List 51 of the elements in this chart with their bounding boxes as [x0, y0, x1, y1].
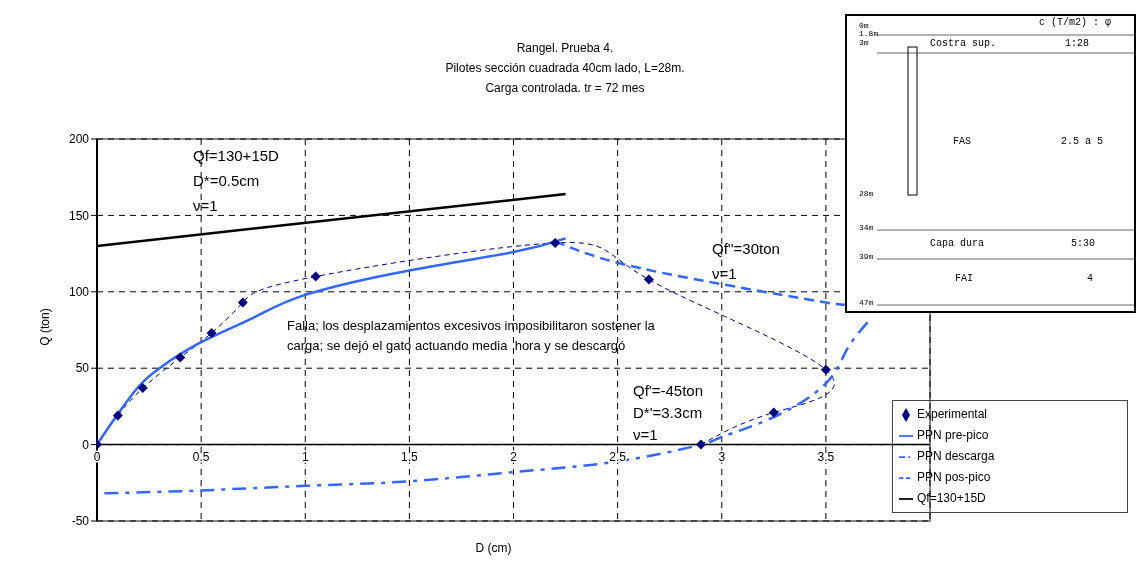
chart-title: Rangel. Prueba 4. Pilotes sección cuadrada 40cm lado, L=28m. Carga controlada. tr = 72 mes — [444, 40, 686, 97]
point — [643, 274, 654, 285]
annotation: 34m — [859, 223, 874, 232]
x-tick-label: 2.5 — [609, 449, 627, 464]
text: FAS — [953, 136, 972, 147]
text: FAI — [955, 273, 974, 284]
point — [112, 410, 123, 421]
text: 3m — [859, 38, 869, 47]
legend-label: Qf=130+15D — [917, 491, 986, 505]
y-axis-title: Q (ton) — [38, 307, 52, 348]
y-tick-label: -50 — [71, 514, 90, 529]
x-tick-label: 3 — [718, 449, 726, 464]
x-tick-label: 1 — [301, 449, 309, 464]
point — [820, 364, 831, 375]
annotation: 28m — [859, 189, 874, 198]
y-tick-label: 150 — [68, 208, 90, 223]
legend-label: PPN pos-pico — [917, 470, 991, 484]
text: c (T/m2) : φ — [1039, 17, 1112, 28]
annotation: Falla; los desplazamientos excesivos imposibilitaron sostener la carga; se dejó el gato actuando media hora y se descargó — [287, 317, 655, 355]
y-tick-label: 0 — [82, 437, 90, 452]
x-tick-label: 1.5 — [401, 449, 419, 464]
legend-label: PPN pre-pico — [917, 428, 989, 442]
x-tick-label: 0.5 — [192, 449, 210, 464]
point — [768, 407, 779, 418]
y-tick-label: 200 — [68, 132, 90, 147]
annotation: Capa dura — [930, 238, 985, 249]
annotation: 47m — [859, 298, 874, 307]
point — [137, 383, 148, 394]
point — [237, 297, 248, 308]
text: 5:30 — [1071, 238, 1096, 249]
text: 1.8m — [859, 29, 879, 38]
text: 1:28 — [1065, 38, 1090, 49]
text: 4 — [1087, 273, 1094, 284]
point — [206, 328, 217, 339]
legend-label: PPN descarga — [917, 449, 995, 463]
point — [695, 439, 706, 450]
annotation: Qf=130+15D D*=0.5cm ν=1 — [193, 146, 279, 216]
text: 2.5 a 5 — [1061, 136, 1104, 147]
text: Costra sup. — [930, 38, 997, 49]
annotation: Qf''=30ton ν=1 — [712, 239, 780, 284]
x-tick-label: 3.5 — [817, 449, 835, 464]
y-tick-label: 50 — [75, 361, 90, 376]
y-tick-label: 100 — [68, 285, 90, 300]
text: 0m — [859, 21, 869, 30]
x-axis-title: D (cm) — [474, 541, 513, 555]
point — [310, 271, 321, 282]
point — [175, 352, 186, 363]
point — [550, 237, 561, 248]
legend-label: Experimental — [917, 407, 988, 421]
annotation: Qf'=-45ton D*'=3.3cm ν=1 — [633, 381, 703, 445]
annotation: 39m — [859, 252, 874, 261]
